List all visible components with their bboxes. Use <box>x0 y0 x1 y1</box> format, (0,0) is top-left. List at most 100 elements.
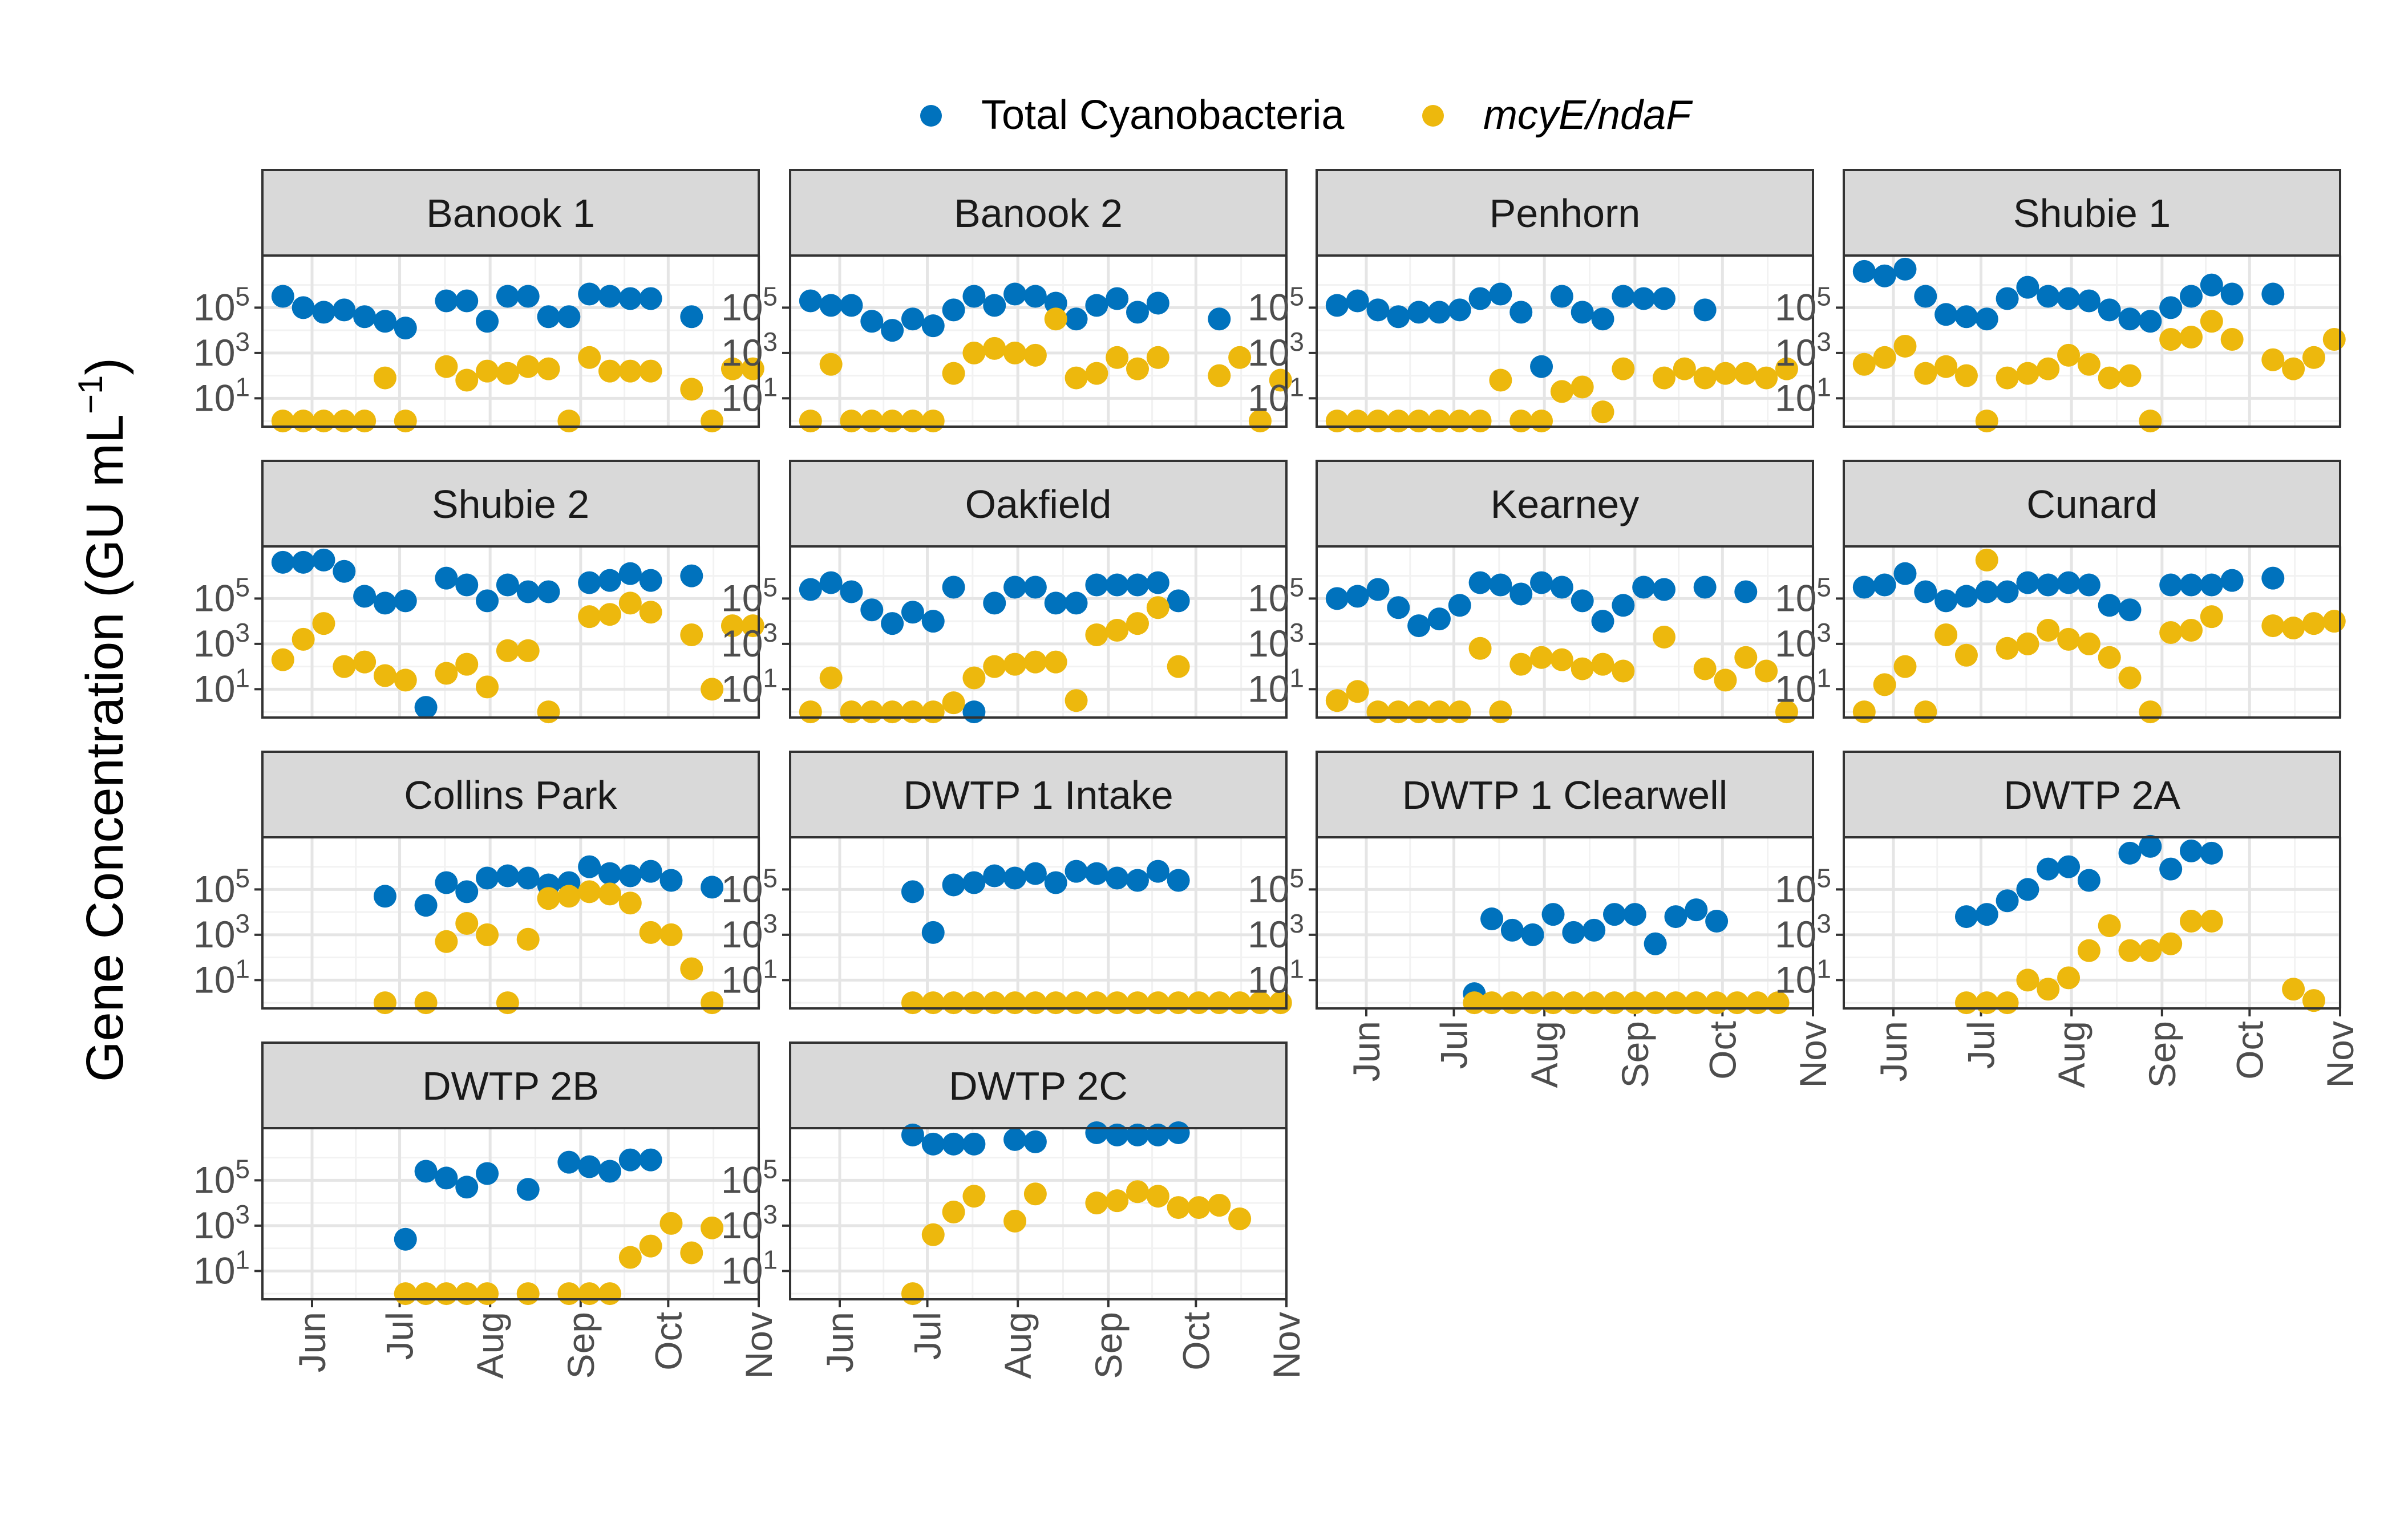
y-tick-exponent: 1 <box>763 372 778 402</box>
y-tick-label: 103 <box>1248 327 1304 374</box>
point-mcye-ndaf <box>435 1282 458 1306</box>
point-total-cyanobacteria <box>1975 903 1998 926</box>
point-mcye-ndaf <box>496 639 519 662</box>
point-mcye-ndaf <box>799 410 822 433</box>
point-total-cyanobacteria <box>1146 291 1169 315</box>
y-tick-base: 10 <box>1775 622 1816 664</box>
point-mcye-ndaf <box>618 1246 642 1269</box>
y-tick-exponent: 1 <box>235 372 250 402</box>
y-tick-exponent: 1 <box>763 663 778 692</box>
point-mcye-ndaf <box>1085 623 1108 646</box>
y-tick-exponent: 5 <box>763 281 778 311</box>
panel-border <box>1843 545 2341 719</box>
point-mcye-ndaf <box>1873 346 1896 369</box>
point-mcye-ndaf <box>1044 650 1067 674</box>
point-mcye-ndaf <box>942 1201 965 1224</box>
point-total-cyanobacteria <box>516 285 540 308</box>
point-total-cyanobacteria <box>1480 907 1504 931</box>
point-total-cyanobacteria <box>537 305 560 329</box>
point-total-cyanobacteria <box>1366 298 1390 322</box>
y-tick-base: 10 <box>193 1204 235 1246</box>
y-tick-label: 103 <box>1775 909 1831 955</box>
point-mcye-ndaf <box>1583 991 1606 1015</box>
y-tick-base: 10 <box>721 667 763 710</box>
point-mcye-ndaf <box>701 678 724 701</box>
point-total-cyanobacteria <box>435 289 458 313</box>
point-mcye-ndaf <box>455 368 479 392</box>
point-total-cyanobacteria <box>1521 923 1544 946</box>
point-total-cyanobacteria <box>1685 898 1708 922</box>
point-mcye-ndaf <box>860 410 884 433</box>
point-total-cyanobacteria <box>373 310 396 333</box>
point-total-cyanobacteria <box>1468 287 1492 310</box>
point-total-cyanobacteria <box>2261 282 2285 306</box>
x-tick-label: Oct <box>2228 1021 2270 1080</box>
point-total-cyanobacteria <box>921 1132 945 1156</box>
point-mcye-ndaf <box>1873 673 1896 696</box>
y-tick-exponent: 5 <box>763 572 778 602</box>
point-mcye-ndaf <box>1893 334 1917 358</box>
point-mcye-ndaf <box>659 1211 683 1235</box>
point-total-cyanobacteria <box>557 305 581 329</box>
point-mcye-ndaf <box>516 639 540 662</box>
point-mcye-ndaf <box>1693 366 1717 390</box>
point-total-cyanobacteria <box>578 1155 601 1178</box>
y-tick-base: 10 <box>1248 622 1289 664</box>
point-mcye-ndaf <box>1714 362 1737 385</box>
y-tick-base: 10 <box>1248 958 1289 1000</box>
y-tick-exponent: 1 <box>1816 663 1831 692</box>
point-total-cyanobacteria <box>901 601 924 624</box>
y-tick-base: 10 <box>193 577 235 619</box>
y-tick-base: 10 <box>721 958 763 1000</box>
point-total-cyanobacteria <box>901 1123 924 1146</box>
point-total-cyanobacteria <box>312 301 335 324</box>
point-mcye-ndaf <box>2077 352 2100 376</box>
facet-strip <box>1316 169 1814 257</box>
point-total-cyanobacteria <box>557 1150 581 1174</box>
facet-strip <box>789 169 1288 257</box>
point-mcye-ndaf <box>1673 357 1696 380</box>
y-tick-exponent: 5 <box>235 572 250 602</box>
x-tick-label: Jun <box>1345 1021 1387 1081</box>
point-total-cyanobacteria <box>1003 282 1027 306</box>
point-total-cyanobacteria <box>2016 275 2039 299</box>
facet-title: DWTP 1 Clearwell <box>1402 773 1728 817</box>
point-mcye-ndaf <box>1407 700 1431 724</box>
point-total-cyanobacteria <box>496 285 519 308</box>
point-mcye-ndaf <box>1509 410 1533 433</box>
point-total-cyanobacteria <box>2037 857 2060 881</box>
point-total-cyanobacteria <box>1044 591 1067 615</box>
point-mcye-ndaf <box>2282 978 2305 1001</box>
point-mcye-ndaf <box>2322 610 2346 633</box>
point-mcye-ndaf <box>2037 619 2060 642</box>
point-mcye-ndaf <box>1228 346 1252 369</box>
panel-border <box>789 254 1288 428</box>
y-tick-base: 10 <box>721 331 763 374</box>
facet-title: Banook 2 <box>954 191 1123 236</box>
point-total-cyanobacteria <box>840 580 863 603</box>
point-total-cyanobacteria <box>1873 264 1896 287</box>
y-tick-label: 103 <box>721 909 778 955</box>
point-mcye-ndaf <box>1746 991 1769 1015</box>
point-mcye-ndaf <box>476 1282 499 1306</box>
point-total-cyanobacteria <box>496 864 519 887</box>
point-total-cyanobacteria <box>578 282 601 306</box>
point-mcye-ndaf <box>353 650 377 674</box>
point-total-cyanobacteria <box>2077 289 2100 313</box>
point-mcye-ndaf <box>659 923 683 946</box>
panel-border <box>1316 836 1814 1010</box>
y-tick-exponent: 3 <box>1289 909 1304 938</box>
y-axis-label-exponent: −1 <box>71 375 110 414</box>
y-tick-base: 10 <box>1248 868 1289 910</box>
y-tick-label: 105 <box>1775 281 1831 328</box>
y-tick-label: 103 <box>1248 618 1304 664</box>
legend-marker-0 <box>920 105 942 127</box>
point-total-cyanobacteria <box>1914 285 1937 308</box>
point-total-cyanobacteria <box>1003 1128 1027 1151</box>
point-mcye-ndaf <box>1167 1196 1190 1219</box>
y-tick-exponent: 3 <box>235 327 250 356</box>
point-mcye-ndaf <box>496 362 519 385</box>
y-tick-exponent: 5 <box>1816 281 1831 311</box>
